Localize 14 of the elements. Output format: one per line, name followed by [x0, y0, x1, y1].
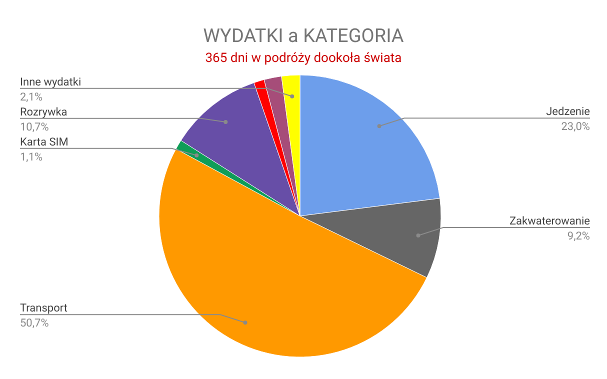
slice-label: Zakwaterowanie — [509, 214, 590, 228]
slice-label: Jedzenie — [546, 105, 590, 118]
data-label: 50,7% — [20, 316, 49, 330]
data-label: 9,2% — [567, 229, 590, 242]
chart-subtitle: 365 dni w podróży dookoła świata — [205, 51, 402, 66]
data-label: 2,1% — [20, 90, 43, 104]
slice-label: Transport — [20, 302, 68, 315]
slice-label: Karta SIM — [20, 135, 68, 148]
data-label: 1,1% — [20, 150, 43, 164]
slice-label: Rozrywka — [20, 105, 68, 118]
chart-title: WYDATKI a KATEGORIA — [203, 24, 404, 47]
data-label: 23,0% — [561, 120, 590, 134]
slice-label: Inne wydatki — [20, 75, 82, 88]
data-label: 10,7% — [20, 120, 49, 134]
